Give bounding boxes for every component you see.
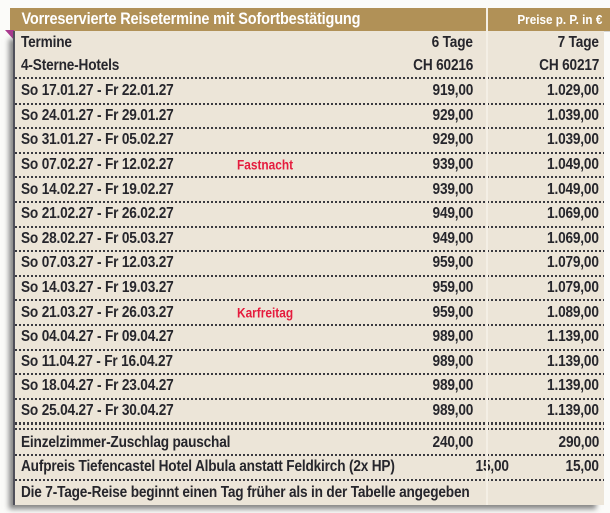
table-row: So 11.04.27 - Fr 16.04.27 989,00 1.139,0… — [15, 350, 604, 375]
trip-date-range: So 07.03.27 - Fr 12.03.27 — [21, 254, 174, 272]
price-7-days: 1.069,00 — [547, 205, 599, 223]
table-row: So 14.03.27 - Fr 19.03.27 959,00 1.079,0… — [15, 276, 604, 301]
price-6-days: 949,00 — [432, 229, 473, 247]
table-head-row-codes: 4-Sterne-Hotels CH 60216 CH 60217 — [15, 54, 604, 77]
price-7-days: 1.069,00 — [547, 229, 599, 247]
price-7-days: 1.039,00 — [547, 106, 599, 124]
trip-date-range: So 24.01.27 - Fr 29.01.27 — [21, 106, 174, 124]
trip-date-range: So 14.03.27 - Fr 19.03.27 — [21, 279, 174, 297]
table-row: So 17.01.27 - Fr 22.01.27 919,00 1.029,0… — [15, 79, 604, 105]
table-title: Vorreservierte Reisetermine mit Sofortbe… — [21, 10, 361, 28]
price-7-days: 1.049,00 — [547, 180, 599, 198]
col-termine-label: Termine — [21, 33, 72, 51]
price-unit-label: Preise p. P. in € — [516, 12, 602, 27]
date-rows: So 17.01.27 - Fr 22.01.27 919,00 1.029,0… — [15, 79, 604, 424]
table-row: So 21.03.27 - Fr 26.03.27 Karfreitag 959… — [15, 300, 604, 326]
price-7-days: 1.029,00 — [547, 82, 599, 100]
table-row: So 21.02.27 - Fr 26.02.27 949,00 1.069,0… — [15, 202, 604, 228]
table-row: So 04.04.27 - Fr 09.04.27 989,00 1.139,0… — [15, 325, 604, 351]
price-6-days: 949,00 — [432, 205, 473, 223]
price-6-days: 989,00 — [432, 377, 473, 395]
table-row: So 28.02.27 - Fr 05.03.27 949,00 1.069,0… — [15, 227, 604, 252]
price-7-days: 1.139,00 — [547, 377, 599, 395]
trip-date-range: So 21.03.27 - Fr 26.03.27 — [21, 303, 174, 321]
trip-date-range: So 14.02.27 - Fr 19.02.27 — [21, 180, 174, 198]
table-row: So 25.04.27 - Fr 30.04.27 989,00 1.139,0… — [15, 399, 604, 424]
holiday-note: Karfreitag — [237, 305, 294, 321]
price-7-days: 1.139,00 — [547, 352, 599, 370]
price-6-days: 929,00 — [432, 131, 473, 149]
surcharge-price-7-days: 290,00 — [558, 433, 599, 451]
price-6-days: 959,00 — [432, 254, 473, 272]
price-6-days: 989,00 — [432, 402, 473, 420]
surcharge-price-6-days: 15,00 — [475, 458, 509, 476]
price-6-days: 959,00 — [432, 303, 473, 321]
price-7-days: 1.089,00 — [547, 303, 599, 321]
surcharge-label: Einzelzimmer-Zuschlag pauschal — [21, 433, 231, 451]
trip-date-range: So 21.02.27 - Fr 26.02.27 — [21, 205, 174, 223]
price-7-days: 1.079,00 — [547, 279, 599, 297]
trip-date-range: So 28.02.27 - Fr 05.03.27 — [21, 229, 174, 247]
price-6-days: 989,00 — [432, 352, 473, 370]
price-6-days: 919,00 — [432, 82, 473, 100]
footnote: Die 7-Tage-Reise beginnt einen Tag frühe… — [21, 483, 470, 501]
table-row: So 24.01.27 - Fr 29.01.27 929,00 1.039,0… — [15, 104, 604, 129]
price-7-days: 1.049,00 — [547, 156, 599, 174]
table-row: So 31.01.27 - Fr 05.02.27 929,00 1.039,0… — [15, 128, 604, 154]
price-7-days: 1.139,00 — [547, 328, 599, 346]
corner-fold-decoration — [5, 30, 14, 40]
price-6-days: 929,00 — [432, 106, 473, 124]
col-7-days-label: 7 Tage — [557, 33, 599, 51]
table-head-row-labels: Termine 6 Tage 7 Tage — [15, 31, 604, 54]
column-divider — [486, 8, 488, 505]
trip-date-range: So 07.02.27 - Fr 12.02.27 — [21, 156, 174, 174]
trip-date-range: So 11.04.27 - Fr 16.04.27 — [21, 352, 173, 370]
footnote-row: Die 7-Tage-Reise beginnt einen Tag frühe… — [15, 480, 604, 506]
surcharge-price-7-days: 15,00 — [565, 458, 599, 476]
surcharge-price-6-days: 240,00 — [432, 433, 473, 451]
hotel-category-label: 4-Sterne-Hotels — [21, 56, 120, 74]
price-7-days: 1.039,00 — [547, 131, 599, 149]
trip-date-range: So 04.04.27 - Fr 09.04.27 — [21, 328, 174, 346]
surcharge-rows: Einzelzimmer-Zuschlag pauschal 240,00 29… — [15, 430, 604, 481]
trip-date-range: So 18.04.27 - Fr 23.04.27 — [21, 377, 174, 395]
price-table: Termine 6 Tage 7 Tage 4-Sterne-Hotels CH… — [13, 31, 604, 505]
trip-date-range: So 17.01.27 - Fr 22.01.27 — [21, 82, 174, 100]
col-6-days-label: 6 Tage — [431, 33, 473, 51]
table-header-bar: Vorreservierte Reisetermine mit Sofortbe… — [10, 8, 610, 31]
surcharge-label: Aufpreis Tiefencastel Hotel Albula ansta… — [21, 458, 395, 476]
surcharge-row: Einzelzimmer-Zuschlag pauschal 240,00 29… — [15, 430, 604, 456]
tour-code-7-days: CH 60217 — [538, 56, 599, 74]
table-row: So 07.02.27 - Fr 12.02.27 Fastnacht 939,… — [15, 153, 604, 178]
holiday-note: Fastnacht — [237, 157, 294, 173]
surcharge-row: Aufpreis Tiefencastel Hotel Albula ansta… — [15, 455, 604, 481]
table-row: So 18.04.27 - Fr 23.04.27 989,00 1.139,0… — [15, 374, 604, 400]
price-7-days: 1.139,00 — [547, 402, 599, 420]
section-separator — [15, 423, 604, 431]
head-separator — [15, 77, 604, 79]
price-6-days: 939,00 — [432, 156, 473, 174]
trip-date-range: So 31.01.27 - Fr 05.02.27 — [21, 131, 174, 149]
tour-code-6-days: CH 60216 — [412, 56, 473, 74]
price-6-days: 959,00 — [432, 279, 473, 297]
price-7-days: 1.079,00 — [547, 254, 599, 272]
table-row: So 14.02.27 - Fr 19.02.27 939,00 1.049,0… — [15, 177, 604, 203]
price-6-days: 989,00 — [432, 328, 473, 346]
price-6-days: 939,00 — [432, 180, 473, 198]
table-row: So 07.03.27 - Fr 12.03.27 959,00 1.079,0… — [15, 251, 604, 277]
trip-date-range: So 25.04.27 - Fr 30.04.27 — [21, 402, 174, 420]
